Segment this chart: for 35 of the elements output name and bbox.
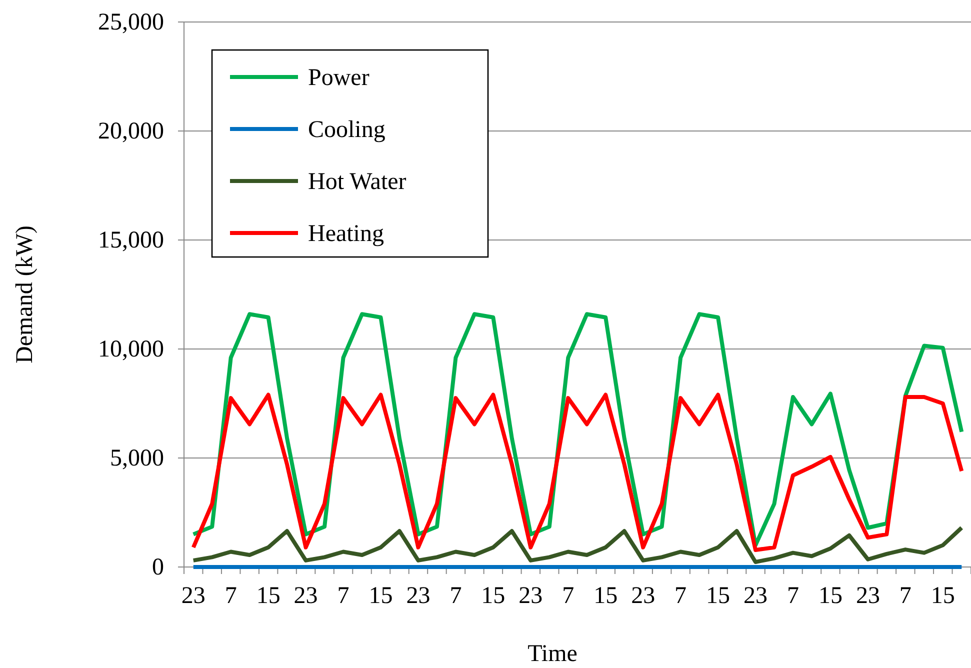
y-tick-label: 20,000 (98, 118, 164, 145)
x-tick-label: 15 (368, 583, 393, 609)
x-axis-title: Time (528, 641, 578, 667)
y-tick-label: 10,000 (98, 336, 164, 363)
x-tick-label: 23 (294, 583, 318, 609)
x-tick-label: 7 (899, 583, 912, 609)
x-tick-label: 15 (594, 583, 618, 609)
x-tick-label: 23 (631, 583, 656, 609)
y-tick-label: 25,000 (98, 10, 164, 36)
x-tick-label: 15 (818, 583, 842, 609)
x-tick-label: 15 (706, 583, 730, 609)
x-tick-label: 23 (406, 583, 430, 609)
legend-label: Power (308, 65, 370, 91)
y-tick-label: 5,000 (110, 446, 164, 472)
x-tick-label: 23 (744, 583, 768, 609)
legend-label: Heating (308, 221, 384, 247)
x-tick-label: 7 (562, 583, 574, 609)
y-tick-label: 15,000 (98, 228, 164, 254)
x-tick-label: 7 (224, 583, 237, 609)
x-tick-label: 23 (856, 583, 880, 609)
legend-label: Cooling (308, 117, 386, 143)
x-tick-label: 7 (786, 583, 799, 609)
x-tick-label: 23 (181, 583, 206, 609)
x-tick-label: 15 (481, 583, 506, 609)
x-tick-label: 7 (674, 583, 687, 609)
x-tick-label: 7 (450, 583, 462, 609)
x-tick-label: 7 (337, 583, 350, 609)
x-tick-label: 15 (930, 583, 955, 609)
y-axis-title: Demand (kW) (12, 226, 38, 364)
x-tick-label: 15 (256, 583, 280, 609)
line-series (191, 526, 964, 564)
legend-label: Hot Water (308, 169, 406, 195)
y-tick-label: 0 (152, 554, 164, 581)
line-series (191, 392, 964, 552)
x-tick-label: 23 (518, 583, 543, 609)
